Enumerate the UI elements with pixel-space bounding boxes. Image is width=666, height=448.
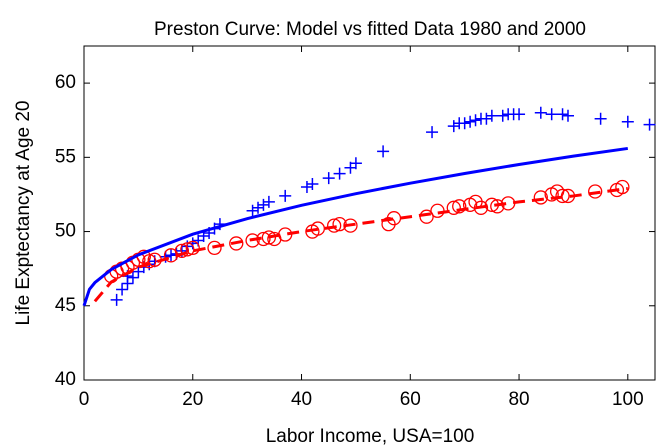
plus-marker	[643, 118, 656, 131]
y-tick-label: 55	[55, 146, 76, 167]
plus-marker	[110, 293, 123, 306]
plus-marker	[377, 145, 390, 158]
circle-marker	[615, 179, 630, 195]
plus-marker	[485, 109, 498, 122]
plus-marker	[349, 157, 362, 170]
circle-marker	[174, 243, 190, 259]
circle-marker	[588, 184, 603, 199]
plus-marker	[480, 112, 493, 125]
plus-marker	[458, 117, 471, 130]
plus-marker	[246, 204, 259, 217]
plus-marker	[257, 198, 270, 211]
y-tick-label: 45	[55, 295, 76, 316]
x-axis-label: Labor Income, USA=100	[266, 426, 475, 447]
plus-marker	[300, 181, 313, 194]
circle-marker	[245, 233, 260, 248]
y-tick-label: 40	[55, 369, 76, 390]
circle-marker	[446, 200, 461, 215]
circle-marker	[310, 221, 325, 236]
plus-marker	[262, 195, 275, 208]
plus-marker	[621, 115, 634, 128]
plus-marker	[534, 106, 547, 119]
x-tick-label: 100	[612, 389, 644, 410]
plot-frame	[83, 45, 656, 381]
y-axis-label: Life Exptectancy at Age 20	[13, 101, 34, 326]
plus-marker	[594, 112, 607, 125]
plus-marker	[322, 172, 335, 185]
plus-marker	[447, 120, 460, 133]
chart-title: Preston Curve: Model vs fitted Data 1980…	[154, 19, 586, 40]
circle-marker	[490, 199, 505, 214]
plus-marker	[279, 189, 292, 202]
x-tick-label: 80	[508, 389, 529, 410]
circle-marker	[207, 240, 222, 256]
plus-marker	[513, 108, 526, 121]
plus-marker	[126, 271, 139, 284]
circle-marker	[327, 218, 342, 233]
x-tick-label: 40	[291, 389, 312, 410]
plus-marker	[333, 167, 346, 180]
plus-marker	[165, 249, 178, 262]
plus-marker	[545, 108, 558, 121]
circle-marker	[142, 254, 157, 269]
plus-marker	[464, 115, 477, 128]
fit-line	[93, 187, 629, 303]
circle-marker	[555, 188, 570, 204]
y-tick-label: 50	[55, 221, 76, 242]
x-tick-label: 0	[79, 389, 90, 410]
y-tick-label: 60	[55, 72, 76, 93]
circle-marker	[185, 240, 200, 256]
plus-marker	[561, 109, 574, 122]
plus-marker	[426, 126, 439, 139]
circle-marker	[533, 190, 548, 205]
fit-line	[82, 146, 629, 307]
plus-marker	[496, 109, 509, 122]
plus-marker	[306, 178, 319, 191]
circle-marker	[261, 230, 277, 245]
x-tick-label: 60	[400, 389, 421, 410]
circle-marker	[229, 236, 244, 251]
plus-marker	[116, 283, 129, 296]
circle-marker	[452, 199, 467, 214]
x-tick-label: 20	[182, 389, 203, 410]
circle-marker	[473, 200, 489, 215]
plus-marker	[252, 201, 265, 214]
plus-marker	[556, 108, 569, 121]
plus-marker	[469, 114, 482, 127]
